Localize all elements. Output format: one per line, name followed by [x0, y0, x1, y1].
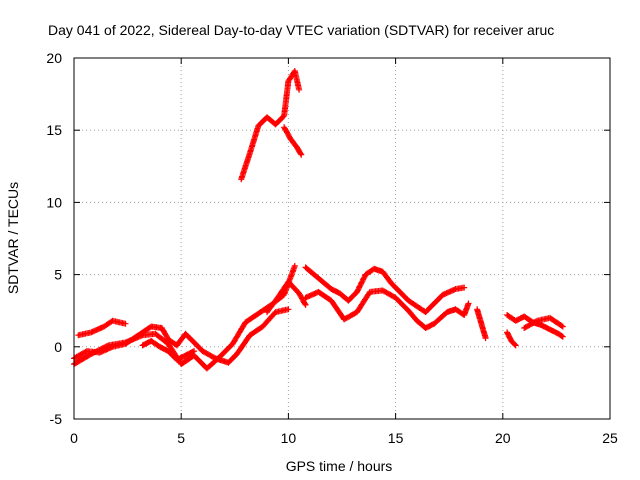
series-track-8 — [302, 264, 468, 316]
y-tick-label: 5 — [54, 267, 62, 283]
chart-title: Day 041 of 2022, Sidereal Day-to-day VTE… — [48, 22, 554, 38]
y-tick-label: 10 — [46, 194, 62, 210]
data-point-markers — [281, 124, 305, 158]
x-axis-ticks: 0 5 10 15 20 25 — [70, 58, 618, 446]
series-track-9 — [302, 287, 472, 331]
data-point-markers — [139, 338, 198, 363]
data-point-markers — [521, 314, 566, 331]
x-tick-label: 25 — [602, 430, 618, 446]
y-tick-label: 15 — [46, 122, 62, 138]
series-track-6 — [281, 124, 305, 158]
series-track-5 — [238, 68, 303, 183]
y-axis-title: SDTVAR / TECUs — [5, 182, 21, 294]
x-tick-label: 10 — [281, 430, 297, 446]
y-axis-ticks: -5 0 5 10 15 20 — [46, 50, 610, 427]
data-point-markers — [302, 287, 472, 331]
series-track-2 — [75, 317, 129, 339]
y-tick-label: 20 — [46, 50, 62, 66]
series-track-13 — [521, 314, 566, 331]
data-point-markers — [474, 306, 489, 342]
data-point-markers — [238, 68, 303, 183]
data-point-markers — [75, 317, 129, 339]
plot-frame — [73, 57, 611, 420]
data-point-markers — [302, 264, 468, 316]
x-axis-title: GPS time / hours — [286, 458, 393, 474]
data-point-markers — [504, 329, 519, 349]
series-track-7 — [264, 278, 309, 316]
y-tick-label: 0 — [54, 339, 62, 355]
y-tick-label: -5 — [50, 411, 63, 427]
x-tick-label: 0 — [70, 430, 78, 446]
series-track-4 — [139, 338, 198, 363]
x-tick-label: 20 — [495, 430, 511, 446]
x-tick-label: 5 — [177, 430, 185, 446]
data-points — [71, 68, 566, 372]
data-point-markers — [264, 278, 309, 316]
x-tick-label: 15 — [388, 430, 404, 446]
series-track-10 — [474, 306, 489, 342]
series-track-12 — [504, 329, 519, 349]
